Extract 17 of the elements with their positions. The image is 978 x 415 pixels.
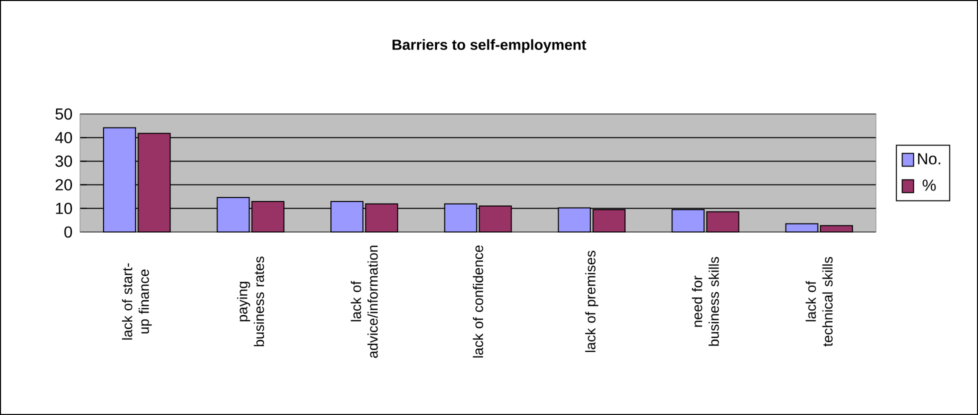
x-tick-label: lack of start-up finance [122,263,152,340]
x-tick-label: lack of technical skills [806,257,833,347]
y-tick-label: 20 [56,179,72,190]
y-tick-label: 40 [55,132,72,144]
y-tick-label: 10 [56,202,72,214]
legend-label: No. [918,153,940,164]
y-tick-label: 50 [55,108,72,120]
x-tick-label: need for business skills [692,257,719,346]
y-tick-label: 30 [55,156,72,167]
x-tick-label: paying business rates [237,256,264,346]
bar [706,211,740,232]
legend-label: % [922,180,936,191]
x-tick-label: lack of advice/information [350,246,378,358]
x-tick-label: lack of confidence [472,245,484,358]
x-tick-label: lack of premises [585,250,598,352]
y-tick-label: 0 [64,226,72,238]
chart-title: Barriers to self-employment [392,39,586,53]
